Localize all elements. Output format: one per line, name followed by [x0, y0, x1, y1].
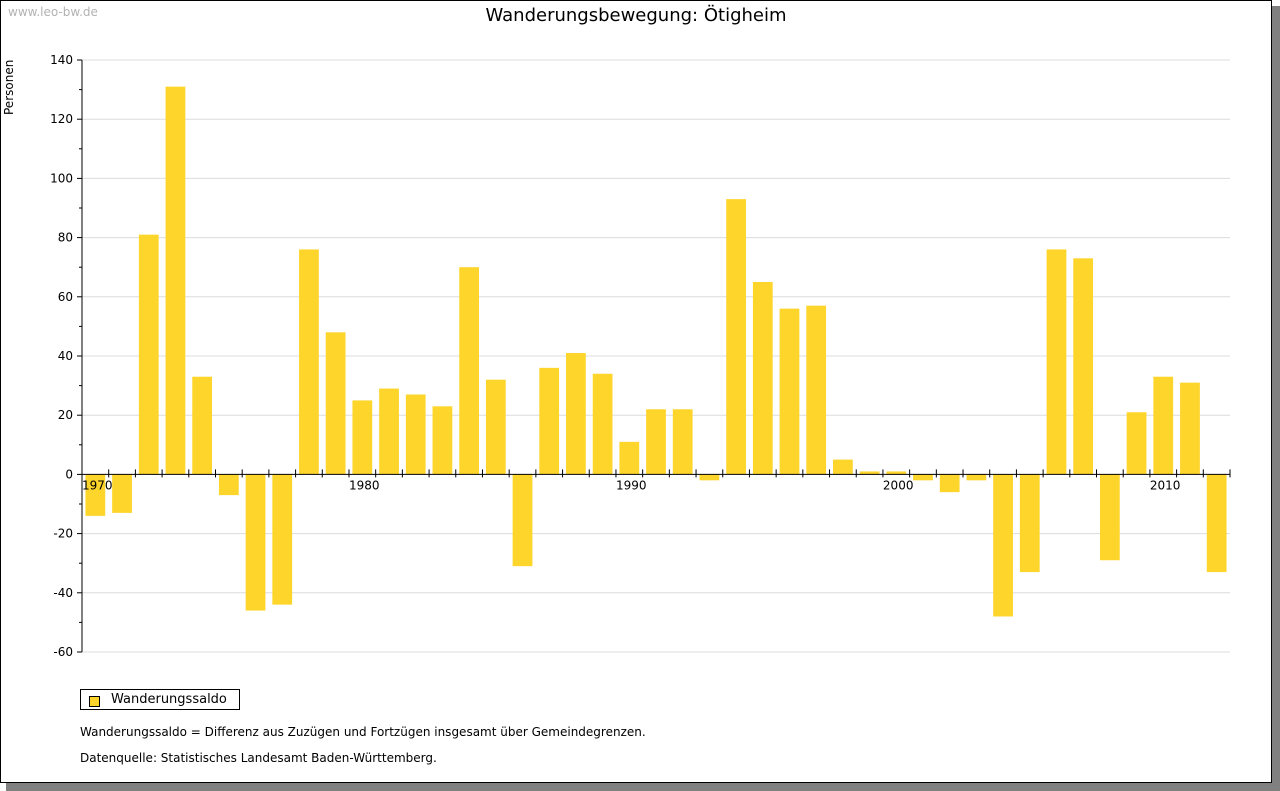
bar	[325, 332, 346, 475]
bar	[913, 474, 933, 481]
bar	[833, 459, 853, 475]
bar	[485, 379, 506, 475]
y-tick-label: 0	[65, 467, 73, 481]
x-tick-label: 1970	[82, 478, 113, 492]
bar	[512, 474, 533, 567]
y-tick-label: 20	[58, 408, 73, 422]
y-tick-label: 140	[50, 53, 73, 67]
y-tick-label: -40	[53, 586, 73, 600]
source-note: Datenquelle: Statistisches Landesamt Bad…	[80, 751, 437, 765]
bar	[886, 471, 907, 475]
bar	[1073, 258, 1094, 475]
bar	[405, 394, 426, 475]
y-tick-label: 100	[50, 171, 73, 185]
bar	[806, 305, 827, 475]
y-tick-label: 40	[58, 349, 73, 363]
bar	[192, 376, 213, 475]
bar	[299, 249, 319, 475]
x-tick-label: 2010	[1150, 478, 1181, 492]
bar	[752, 282, 773, 475]
bar	[619, 441, 640, 475]
y-tick-label: 120	[50, 112, 73, 126]
bar	[1019, 474, 1040, 573]
x-tick-label: 2000	[883, 478, 914, 492]
bar	[939, 474, 960, 493]
bar	[1180, 382, 1200, 475]
axes: -60 -40 -20 0 20 40 60 80 100 120 140 1970 1980 1990 2…	[50, 53, 1231, 659]
y-tick-label: 80	[58, 231, 73, 245]
bar	[566, 353, 586, 475]
bar	[859, 471, 880, 475]
bar	[1046, 249, 1067, 475]
frame-shadow-right	[1272, 6, 1280, 791]
bar	[432, 406, 453, 475]
legend: Wanderungssaldo	[80, 689, 240, 710]
bar	[726, 199, 746, 475]
x-tick-label: 1980	[349, 478, 380, 492]
bar	[779, 308, 800, 475]
bar	[539, 367, 560, 475]
bar	[592, 373, 613, 475]
legend-swatch	[89, 696, 100, 707]
y-tick-label: -60	[53, 645, 73, 659]
bar	[1126, 412, 1147, 475]
bar	[1099, 474, 1120, 561]
frame-shadow-bottom	[6, 783, 1280, 791]
bar	[1153, 376, 1174, 475]
bar	[646, 409, 666, 475]
bar	[352, 400, 373, 475]
watermark: www.leo-bw.de	[8, 5, 98, 19]
bar	[85, 474, 106, 516]
bar	[112, 474, 132, 513]
bar	[1206, 474, 1227, 573]
chart-title: Wanderungsbewegung: Ötigheim	[485, 5, 787, 26]
bar	[459, 267, 479, 475]
y-tick-label: -20	[53, 527, 73, 541]
y-tick-label: 60	[58, 290, 73, 304]
bar	[699, 474, 720, 481]
legend-label: Wanderungssaldo	[111, 692, 227, 707]
bar	[672, 409, 693, 475]
bar	[165, 86, 186, 475]
bar	[993, 474, 1013, 617]
bars	[85, 86, 1227, 617]
definition-note: Wanderungssaldo = Differenz aus Zuzügen …	[80, 725, 646, 739]
bar	[272, 474, 293, 605]
bar	[245, 474, 266, 611]
bar	[379, 388, 399, 475]
bar	[218, 474, 239, 496]
bar	[138, 234, 159, 475]
x-tick-label: 1990	[616, 478, 647, 492]
bar	[966, 474, 987, 481]
